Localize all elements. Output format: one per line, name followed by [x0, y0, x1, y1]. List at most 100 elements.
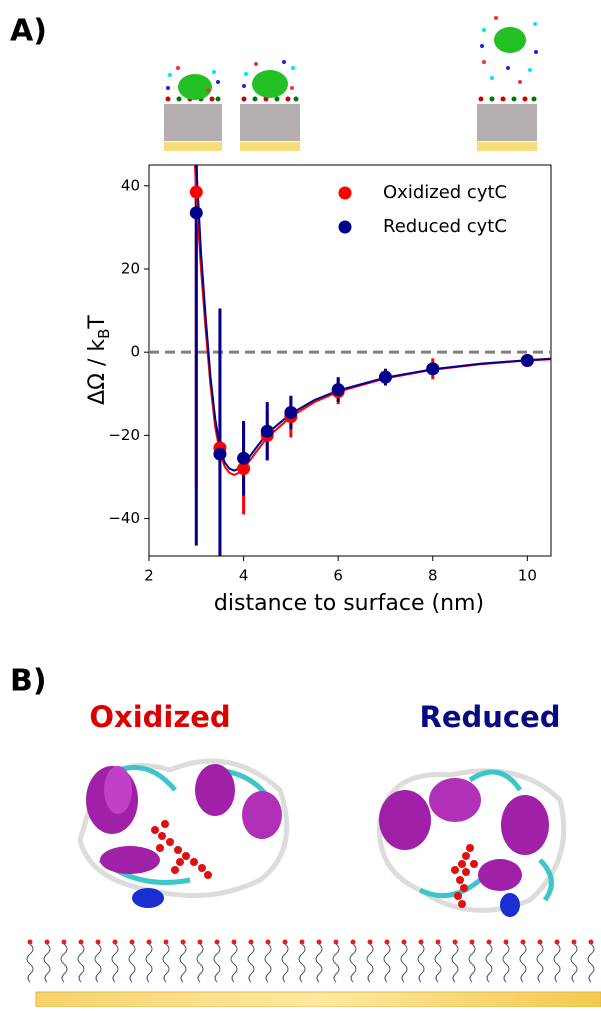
x-tick-label: 8	[428, 567, 438, 585]
y-label-part: ΔΩ / k	[85, 339, 110, 405]
data-point	[426, 362, 440, 376]
linker	[570, 943, 578, 983]
data-point	[213, 447, 227, 461]
panel-label: A)	[10, 14, 47, 49]
headgroup	[299, 939, 305, 945]
headgroup	[452, 939, 458, 945]
legend-marker	[338, 186, 352, 200]
x-tick-label: 6	[333, 567, 343, 585]
headgroup	[248, 939, 254, 945]
linker	[77, 943, 85, 983]
linker	[434, 943, 442, 983]
data-point	[237, 462, 251, 476]
linker	[383, 943, 391, 983]
gold-surface	[35, 991, 601, 1008]
inset	[240, 60, 300, 151]
headgroup	[44, 939, 50, 945]
headgroup	[112, 939, 118, 945]
headgroup	[435, 939, 441, 945]
x-tick-label: 4	[239, 567, 249, 585]
plot-area	[149, 165, 551, 556]
y-tick-label: −40	[108, 509, 140, 527]
linker	[451, 943, 459, 983]
monolayer	[26, 939, 595, 983]
headgroup	[486, 939, 492, 945]
x-tick-label: 10	[518, 567, 537, 585]
linker	[281, 943, 289, 983]
headgroup	[146, 939, 152, 945]
linker	[400, 943, 408, 983]
headgroup	[180, 939, 186, 945]
headgroup	[282, 939, 288, 945]
headgroup	[265, 939, 271, 945]
linker	[587, 943, 595, 983]
legend-label: Reduced cytC	[383, 216, 507, 237]
headgroup	[469, 939, 475, 945]
linker	[26, 943, 34, 983]
y-tick-label: 20	[121, 259, 140, 277]
linker	[298, 943, 306, 983]
plot: 2 4 6 8 10 −40 −20 0 20 40 Oxidized cytC Reduced cy…	[108, 165, 551, 585]
headgroup	[401, 939, 407, 945]
headgroup	[95, 939, 101, 945]
linker	[349, 943, 357, 983]
legend-marker	[338, 220, 352, 234]
linker	[332, 943, 340, 983]
inset-schematics	[164, 16, 538, 151]
headgroup	[588, 939, 594, 945]
data-point	[284, 405, 298, 419]
headgroup	[163, 939, 169, 945]
headgroup	[367, 939, 373, 945]
linker	[519, 943, 527, 983]
y-tick-label: −20	[108, 426, 140, 444]
linker	[366, 943, 374, 983]
linker	[43, 943, 51, 983]
headgroup	[384, 939, 390, 945]
inset	[477, 16, 538, 151]
panel-title: Oxidized	[89, 700, 230, 734]
linker	[213, 943, 221, 983]
headgroup	[503, 939, 509, 945]
headgroup	[418, 939, 424, 945]
linker	[145, 943, 153, 983]
headgroup	[554, 939, 560, 945]
linker	[553, 943, 561, 983]
inset	[164, 66, 222, 151]
linker	[502, 943, 510, 983]
headgroup	[316, 939, 322, 945]
linker	[128, 943, 136, 983]
y-label-part: T	[85, 315, 110, 330]
linker	[468, 943, 476, 983]
headgroup	[129, 939, 135, 945]
headgroup	[27, 939, 33, 945]
linker	[315, 943, 323, 983]
linker	[162, 943, 170, 983]
headgroup	[214, 939, 220, 945]
linker	[94, 943, 102, 983]
y-label-subscript: B	[95, 329, 113, 339]
plot-frame	[148, 164, 552, 557]
y-tick-label: 0	[130, 343, 140, 361]
headgroup	[537, 939, 543, 945]
linker	[60, 943, 68, 983]
fit-curve	[193, 165, 551, 476]
data-point	[237, 451, 251, 465]
legend-label: Oxidized cytC	[383, 182, 507, 203]
linker	[417, 943, 425, 983]
x-tick-label: 2	[144, 567, 154, 585]
linker	[247, 943, 255, 983]
x-axis-label: distance to surface (nm)	[214, 591, 484, 616]
linker	[230, 943, 238, 983]
headgroup	[61, 939, 67, 945]
linker	[196, 943, 204, 983]
data-point	[189, 206, 203, 220]
headgroup	[333, 939, 339, 945]
data-point	[520, 354, 534, 367]
linker	[536, 943, 544, 983]
panel-title: Reduced	[419, 700, 560, 734]
y-tick-label: 40	[121, 176, 140, 194]
headgroup	[231, 939, 237, 945]
protein-oxidized	[77, 758, 290, 908]
panel-label: B)	[10, 664, 47, 699]
